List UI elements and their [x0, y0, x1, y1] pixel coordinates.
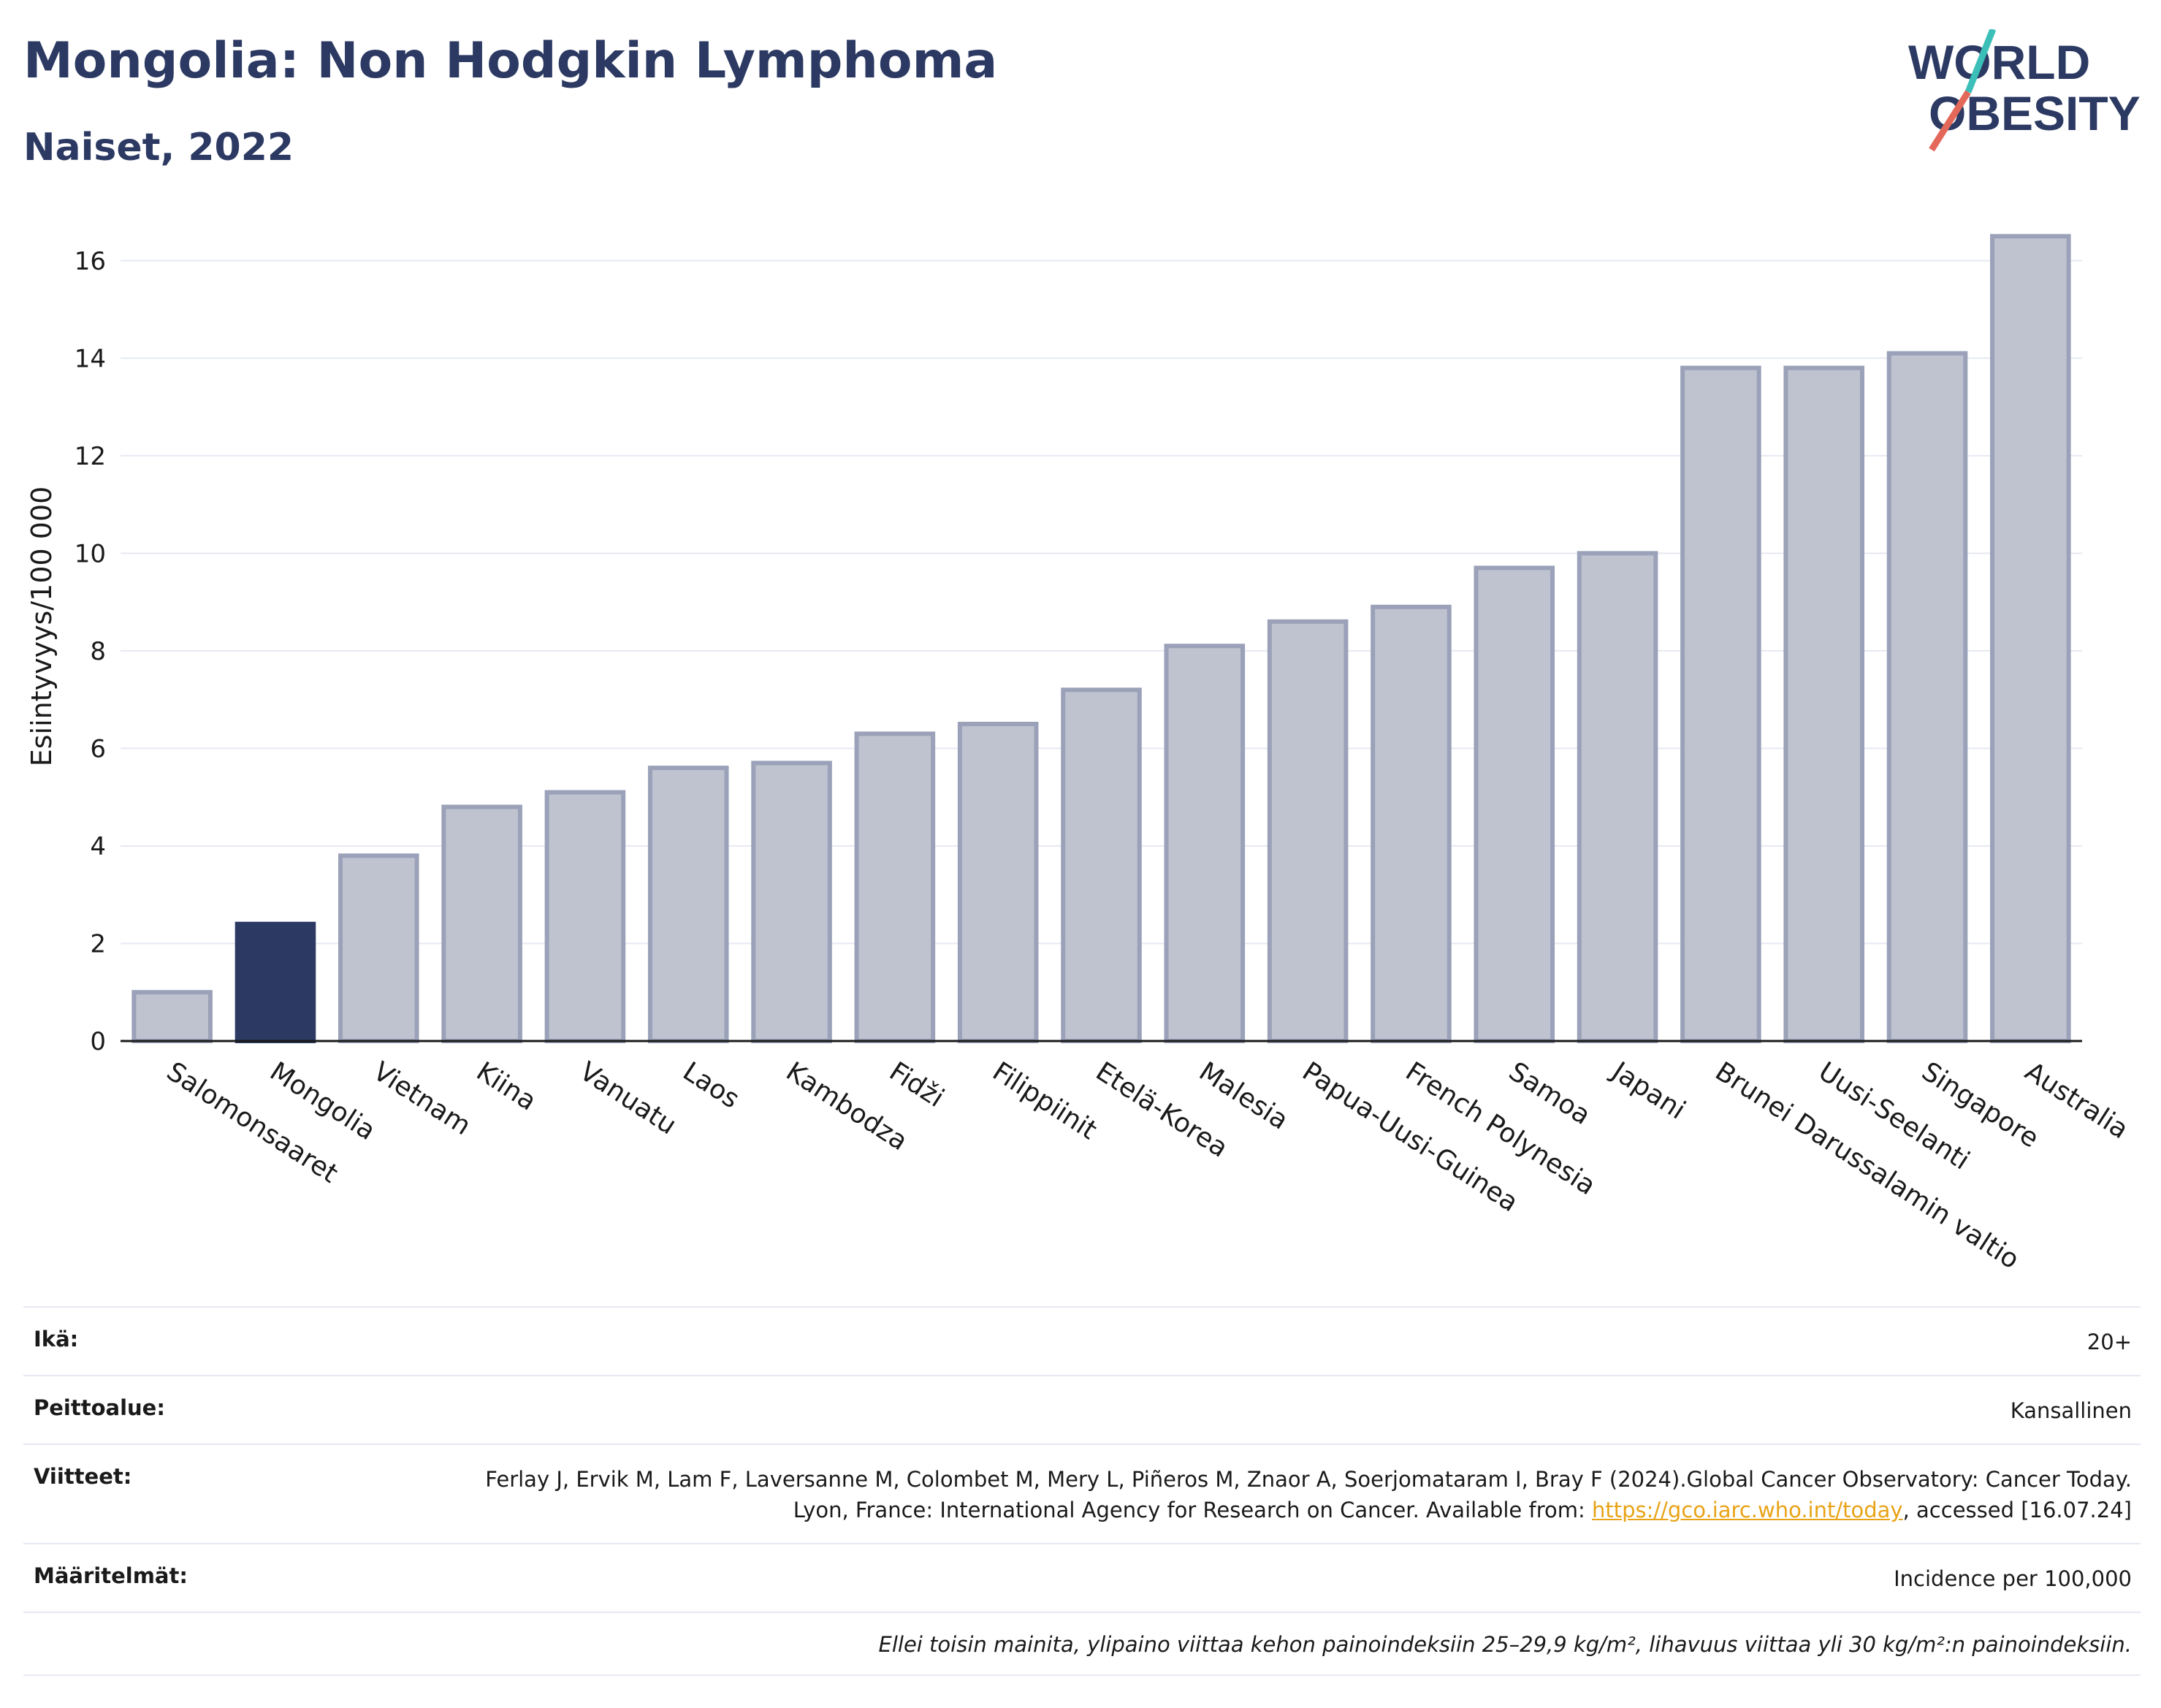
definitions-label: Määritelmät:: [34, 1563, 188, 1589]
x-tick-label: Salomonsaaret: [161, 1056, 343, 1189]
x-tick-label: Japani: [1605, 1056, 1691, 1126]
bar-16: [1783, 365, 1864, 1044]
y-tick-label: 8: [90, 637, 106, 666]
chart-subtitle: Naiset, 2022: [23, 126, 294, 169]
y-tick-label: 12: [75, 442, 106, 471]
coverage-label: Peittoalue:: [34, 1395, 165, 1421]
references-link[interactable]: https://gco.iarc.who.int/today: [1591, 1498, 1903, 1523]
x-tick-label: Laos: [677, 1056, 744, 1115]
bar-18: [1990, 234, 2071, 1044]
y-tick-label: 0: [90, 1027, 106, 1056]
age-value: 20+: [2086, 1330, 2132, 1354]
x-tick-label: Samoa: [1503, 1056, 1596, 1131]
references-label: Viitteet:: [34, 1464, 132, 1490]
y-tick-label: 6: [90, 734, 106, 763]
meta-row-note: Ellei toisin mainita, ylipaino viittaa k…: [23, 1612, 2141, 1677]
bar-15: [1680, 365, 1761, 1044]
bar-7: [854, 731, 936, 1043]
meta-row-references: Viitteet: Ferlay J, Ervik M, Lam F, Lave…: [23, 1444, 2141, 1543]
x-tick-label: Filippiinit: [987, 1056, 1102, 1145]
logo-slash-red: [1929, 90, 1971, 152]
bar-2: [338, 853, 419, 1043]
x-tick-label: Vanuatu: [574, 1056, 682, 1140]
bar-6: [751, 760, 832, 1043]
x-tick-label: Vietnam: [367, 1056, 476, 1141]
coverage-value: Kansallinen: [2010, 1398, 2132, 1424]
references-text: Ferlay J, Ervik M, Lam F, Laversanne M, …: [485, 1467, 2132, 1523]
meta-row-age: Ikä: 20+: [23, 1306, 2141, 1375]
x-tick-label: Kiina: [471, 1056, 542, 1117]
bar-8: [957, 722, 1039, 1043]
bar-1: [235, 921, 316, 1043]
x-tick-label: Fidži: [884, 1056, 949, 1113]
references-accessed: , accessed [16.07.24]: [1902, 1498, 2132, 1523]
logo-slash-teal: [1964, 29, 1997, 94]
age-label: Ikä:: [34, 1327, 79, 1351]
y-tick-label: 14: [75, 344, 106, 373]
y-axis-ticks: 0 2 4 6 8 10 12 14 16: [75, 247, 106, 1056]
y-tick-label: 4: [90, 832, 106, 861]
bar-14: [1577, 551, 1658, 1043]
meta-row-definitions: Määritelmät: Incidence per 100,000: [23, 1543, 2141, 1612]
bar-0: [132, 990, 213, 1044]
references-value: Ferlay J, Ervik M, Lam F, Laversanne M, …: [451, 1464, 2132, 1525]
logo-word-world: WORLD: [1908, 35, 2090, 89]
definitions-value: Incidence per 100,000: [1894, 1566, 2132, 1592]
y-axis-label: Esiintyvyys/100 000: [26, 487, 58, 767]
y-tick-label: 16: [75, 247, 106, 276]
bar-10: [1164, 644, 1246, 1043]
footnote: Ellei toisin mainita, ylipaino viittaa k…: [878, 1632, 2133, 1658]
bar-11: [1267, 619, 1349, 1043]
bar-9: [1061, 687, 1142, 1043]
bars: [132, 234, 2071, 1044]
meta-row-coverage: Peittoalue: Kansallinen: [23, 1375, 2141, 1444]
bar-3: [441, 804, 522, 1043]
bar-5: [647, 766, 729, 1044]
y-tick-label: 10: [75, 539, 106, 568]
metadata-table: Ikä: 20+ Peittoalue: Kansallinen Viittee…: [23, 1306, 2141, 1677]
chart-title: Mongolia: Non Hodgkin Lymphoma: [23, 32, 998, 90]
bar-17: [1886, 351, 1968, 1043]
bar-4: [544, 790, 626, 1043]
bar-13: [1474, 565, 1555, 1043]
bar-12: [1371, 604, 1452, 1043]
y-tick-label: 2: [90, 929, 106, 958]
world-obesity-logo: WORLD OBESITY: [1908, 29, 2141, 152]
